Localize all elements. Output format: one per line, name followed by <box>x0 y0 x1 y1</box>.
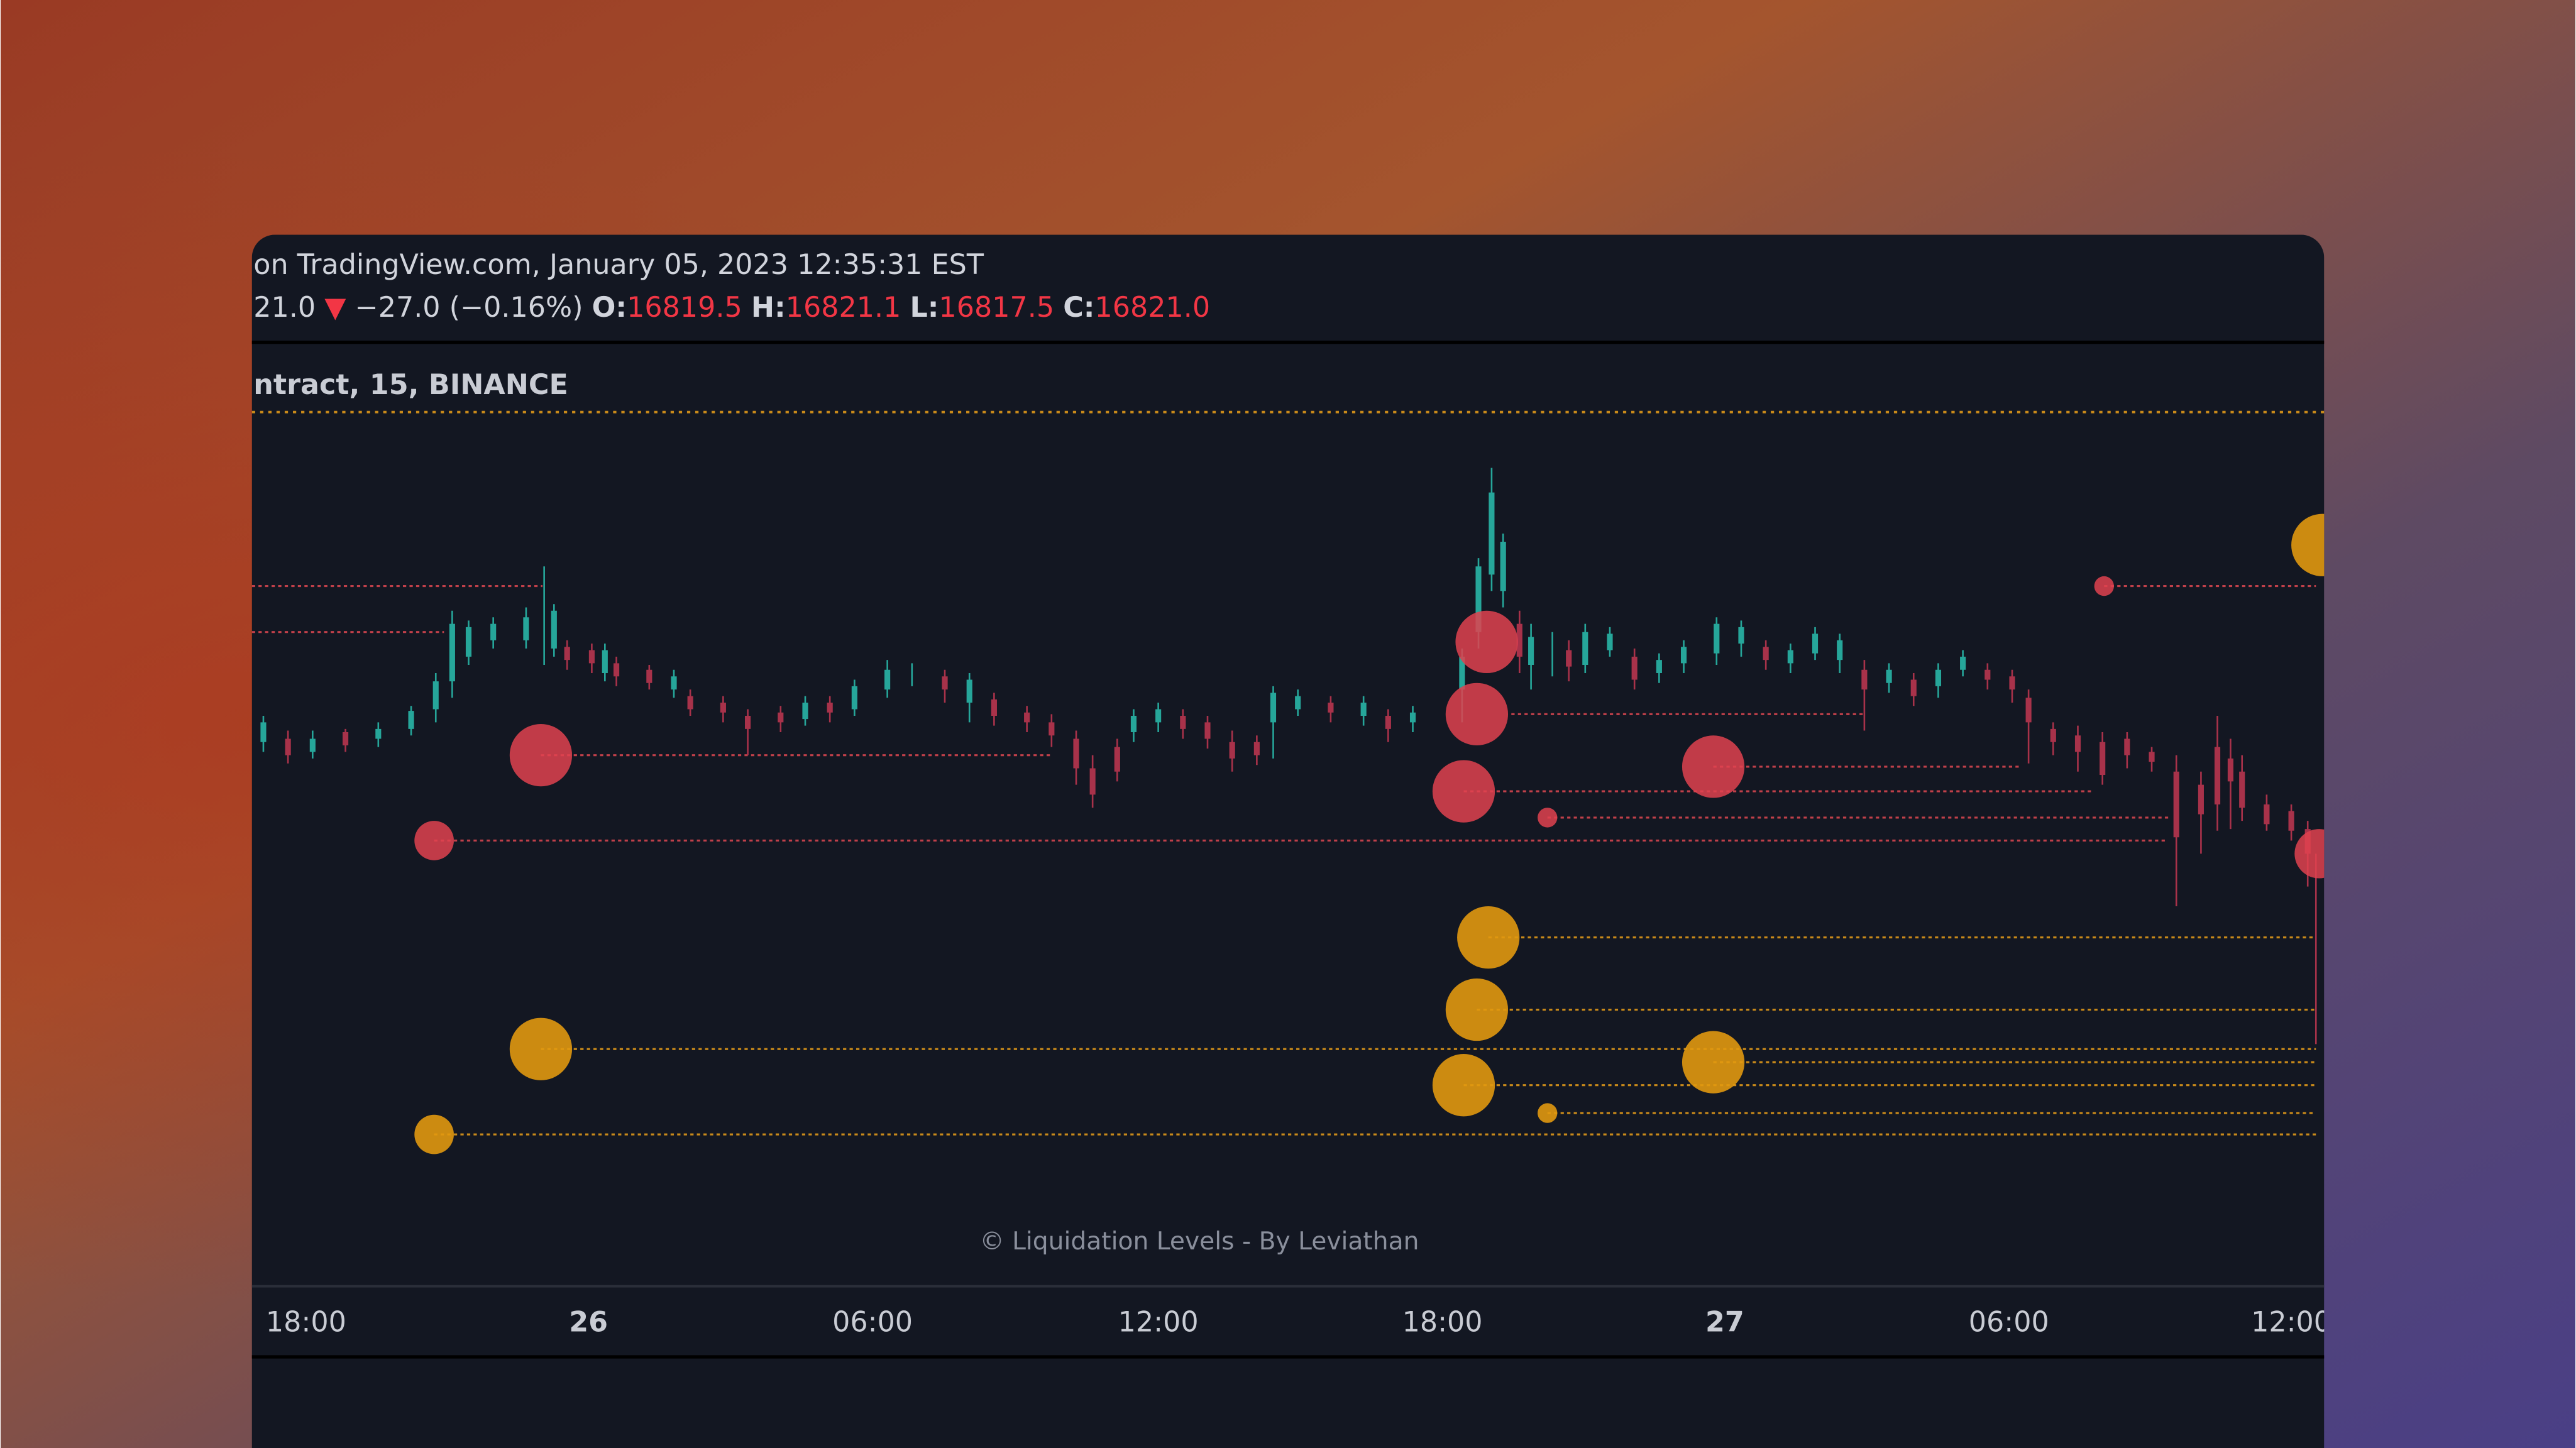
source-line: on TradingView.com, January 05, 2023 12:… <box>253 249 984 281</box>
ohlc-value: 16817.5 <box>939 292 1055 324</box>
time-label: 12:00 <box>2251 1307 2331 1339</box>
change-arrow: ▼ <box>324 292 346 324</box>
ohlc-value: 16821.0 <box>1095 292 1211 324</box>
change: −27.0 (−0.16%) <box>355 292 583 324</box>
time-label: 27 <box>1705 1307 1744 1339</box>
time-label: 06:00 <box>832 1307 913 1339</box>
level-lines <box>251 585 2316 1136</box>
time-label: 18:00 <box>266 1307 346 1339</box>
ohlc-value: 16819.5 <box>627 292 742 324</box>
time-axis: 18:00 26 06:00 12:00 18:00 27 06:00 12:0… <box>266 1307 2331 1339</box>
time-label: 18:00 <box>1402 1307 1483 1339</box>
ohlc-label: H: <box>751 292 786 324</box>
watermark: © Liquidation Levels - By Leviathan <box>979 1227 1419 1256</box>
ohlc-line: 21.0 ▼ −27.0 (−0.16%) O:16819.5 H:16821.… <box>253 292 1210 324</box>
ohlc-value: 16821.1 <box>786 292 901 324</box>
time-label: 26 <box>569 1307 608 1339</box>
time-label: 06:00 <box>1969 1307 2049 1339</box>
last-price: 21.0 <box>253 292 316 324</box>
symbol: ntract, 15, BINANCE <box>253 369 568 401</box>
short-liquidation-bubbles <box>414 576 2325 879</box>
long-liquidation-bubbles <box>414 513 2325 1155</box>
candle-bodies-down <box>285 623 2311 854</box>
ohlc-label: O: <box>592 292 627 324</box>
ohlc-label: L: <box>910 292 938 324</box>
candle-bodies-up <box>260 492 1966 752</box>
chart-window: on TradingView.com, January 05, 2023 12:… <box>251 234 2331 1448</box>
ohlc-label: C: <box>1063 292 1094 324</box>
time-label: 12:00 <box>1118 1307 1199 1339</box>
